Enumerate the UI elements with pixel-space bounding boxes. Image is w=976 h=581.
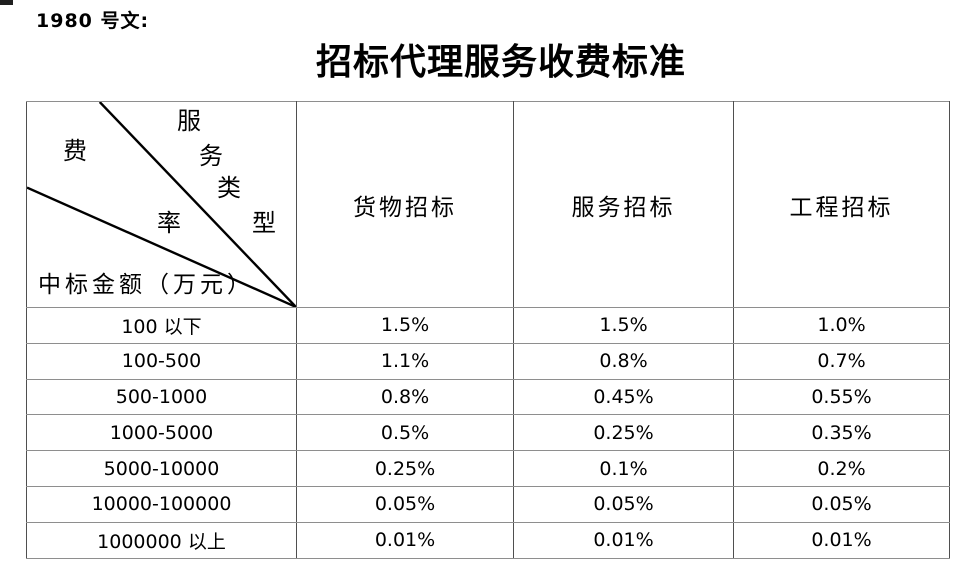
rate-cell-works: 0.7% xyxy=(733,342,950,380)
column-header-services-bidding: 服务招标 xyxy=(513,101,734,308)
amount-range-cell: 10000-100000 xyxy=(26,485,297,523)
corner-char-service-type-4: 型 xyxy=(252,209,276,237)
rate-cell-services: 0.25% xyxy=(513,414,734,452)
rate-cell-goods: 1.5% xyxy=(296,307,514,344)
amount-range-cell: 1000000 以上 xyxy=(26,521,297,559)
rate-cell-works: 1.0% xyxy=(733,307,950,344)
table-row: 1000-5000 0.5% 0.25% 0.35% xyxy=(26,414,950,452)
rate-cell-works: 0.05% xyxy=(733,485,950,523)
rate-cell-works: 0.01% xyxy=(733,521,950,559)
amount-range-cell: 100 以下 xyxy=(26,307,297,344)
rate-cell-goods: 0.25% xyxy=(296,450,514,487)
scan-artifact xyxy=(0,0,13,5)
rate-cell-goods: 0.01% xyxy=(296,521,514,559)
table-header-row: 服 务 类 型 费 率 中标金额（万元） 货物招标 服务招标 工程招标 xyxy=(26,101,950,308)
rate-cell-works: 0.55% xyxy=(733,378,950,416)
corner-char-service-type-1: 服 xyxy=(177,107,201,135)
rate-cell-goods: 0.5% xyxy=(296,414,514,452)
rate-cell-goods: 0.05% xyxy=(296,485,514,523)
table-row: 100 以下 1.5% 1.5% 1.0% xyxy=(26,307,950,344)
amount-range-cell: 500-1000 xyxy=(26,378,297,416)
rate-cell-services: 1.5% xyxy=(513,307,734,344)
diagonal-divider-lines xyxy=(27,102,296,307)
corner-char-rate-1: 费 xyxy=(63,137,87,165)
doc-ref-label: 1980 号文: xyxy=(36,10,150,32)
rate-cell-services: 0.05% xyxy=(513,485,734,523)
table-row: 500-1000 0.8% 0.45% 0.55% xyxy=(26,378,950,416)
table-row: 5000-10000 0.25% 0.1% 0.2% xyxy=(26,450,950,487)
fee-standard-table: 服 务 类 型 费 率 中标金额（万元） 货物招标 服务招标 工程招标 100 … xyxy=(26,101,950,559)
rate-cell-works: 0.2% xyxy=(733,450,950,487)
column-header-works-bidding: 工程招标 xyxy=(733,101,950,308)
rate-cell-services: 0.1% xyxy=(513,450,734,487)
table-row: 1000000 以上 0.01% 0.01% 0.01% xyxy=(26,521,950,559)
rate-cell-goods: 1.1% xyxy=(296,342,514,380)
rate-cell-works: 0.35% xyxy=(733,414,950,452)
corner-amount-label: 中标金额（万元） xyxy=(38,272,254,298)
corner-char-service-type-2: 务 xyxy=(199,142,223,170)
page-title: 招标代理服务收费标准 xyxy=(315,41,686,83)
rate-cell-services: 0.01% xyxy=(513,521,734,559)
corner-char-rate-2: 率 xyxy=(157,209,181,237)
column-header-goods-bidding: 货物招标 xyxy=(296,101,514,308)
rate-cell-goods: 0.8% xyxy=(296,378,514,416)
amount-range-cell: 1000-5000 xyxy=(26,414,297,452)
corner-char-service-type-3: 类 xyxy=(217,174,241,202)
table-row: 100-500 1.1% 0.8% 0.7% xyxy=(26,342,950,380)
table-row: 10000-100000 0.05% 0.05% 0.05% xyxy=(26,485,950,523)
amount-range-cell: 100-500 xyxy=(26,342,297,380)
corner-header-cell: 服 务 类 型 费 率 中标金额（万元） xyxy=(26,101,297,308)
rate-cell-services: 0.45% xyxy=(513,378,734,416)
rate-cell-services: 0.8% xyxy=(513,342,734,380)
amount-range-cell: 5000-10000 xyxy=(26,450,297,487)
